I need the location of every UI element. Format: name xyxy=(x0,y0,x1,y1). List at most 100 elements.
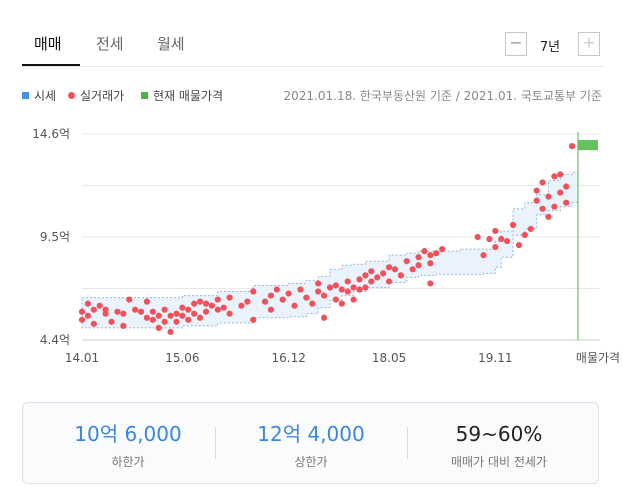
transaction-point xyxy=(320,292,328,299)
tab-divider xyxy=(22,66,603,67)
transaction-point xyxy=(356,276,363,283)
transaction-point xyxy=(226,294,233,301)
x-tick-label: 18.05 xyxy=(372,351,406,365)
transaction-point xyxy=(250,316,257,323)
transaction-point xyxy=(545,213,552,220)
transaction-point xyxy=(291,302,298,309)
jeonse-ratio-stat: 59~60% 매매가 대비 전세가 xyxy=(404,421,594,470)
transaction-point xyxy=(173,318,180,325)
transaction-point xyxy=(551,173,558,180)
x-tick-label: 14.01 xyxy=(65,351,99,365)
transaction-point xyxy=(350,284,357,291)
transaction-point xyxy=(427,280,434,287)
transaction-point xyxy=(250,288,257,295)
transaction-point xyxy=(96,302,103,309)
transaction-point xyxy=(114,308,121,315)
lower-price-label: 하한가 xyxy=(111,455,145,469)
transaction-point xyxy=(486,235,493,243)
transaction-point xyxy=(385,264,393,271)
transaction-point xyxy=(244,298,251,305)
transaction-point xyxy=(126,296,133,303)
period-decrease-button[interactable]: − xyxy=(505,32,527,56)
transaction-point xyxy=(533,197,540,204)
transaction-point xyxy=(84,312,92,319)
transaction-point xyxy=(415,254,422,261)
transaction-point xyxy=(568,143,576,150)
transaction-point xyxy=(315,280,322,287)
transaction-point xyxy=(267,306,275,313)
transaction-point xyxy=(185,316,192,323)
x-tick-label: 16.12 xyxy=(271,351,305,365)
tab-monthly-rent[interactable]: 월세 xyxy=(157,35,185,53)
transaction-point xyxy=(533,187,540,194)
transaction-point xyxy=(563,199,570,206)
transaction-point xyxy=(433,250,440,257)
lower-price-value: 10억 6,000 xyxy=(74,422,182,446)
summary-divider xyxy=(215,427,216,459)
transaction-point xyxy=(214,306,221,313)
data-source-note: 2021.01.18. 한국부동산원 기준 / 2021.01. 국토교통부 기… xyxy=(283,89,603,103)
transaction-point xyxy=(539,179,546,186)
tab-jeonse[interactable]: 전세 xyxy=(96,35,124,53)
summary-divider xyxy=(407,427,408,459)
transaction-point xyxy=(185,306,192,313)
transaction-point xyxy=(557,189,564,196)
transaction-point xyxy=(344,278,351,285)
period-increase-button[interactable]: + xyxy=(578,32,600,56)
transaction-point xyxy=(551,203,558,210)
transaction-point xyxy=(220,304,227,311)
transaction-point xyxy=(315,288,322,295)
transaction-point xyxy=(521,231,528,239)
legend-market-price: 시세 xyxy=(22,87,56,103)
transaction-point xyxy=(179,304,186,311)
legend-label: 현재 매물가격 xyxy=(153,88,224,103)
x-tick-label: 15.06 xyxy=(165,351,199,365)
transaction-point xyxy=(161,306,168,313)
transaction-point xyxy=(132,306,139,313)
legend-label: 시세 xyxy=(34,88,57,103)
transaction-point xyxy=(297,286,304,293)
transaction-point xyxy=(427,252,434,259)
transaction-point xyxy=(415,262,422,269)
transaction-point xyxy=(350,296,357,303)
transaction-point xyxy=(563,183,570,190)
price-chart: 14.6억 9.5억 4.4억 14.01 15.06 16.12 18.05 19.11 매물… xyxy=(32,127,620,365)
transaction-point xyxy=(332,282,340,289)
transaction-point xyxy=(539,205,546,212)
transaction-point xyxy=(84,300,92,307)
price-summary-box: 10억 6,000 하한가 12억 4,000 상한가 59~60% 매매가 대… xyxy=(22,402,599,484)
upper-price-stat: 12억 4,000 상한가 xyxy=(216,421,406,470)
transaction-point xyxy=(143,314,151,321)
transaction-point xyxy=(326,284,334,291)
transaction-point xyxy=(338,286,345,293)
transaction-point xyxy=(238,302,245,309)
market-price-swatch xyxy=(22,91,29,99)
transaction-point xyxy=(421,248,428,255)
transaction-point xyxy=(208,302,216,309)
transaction-point xyxy=(273,286,280,293)
transaction-point xyxy=(155,312,162,319)
transaction-point xyxy=(149,308,156,315)
period-value: 7년 xyxy=(539,40,561,55)
transaction-point xyxy=(120,310,127,317)
transaction-point xyxy=(173,310,180,317)
transaction-point xyxy=(309,300,316,307)
transaction-point xyxy=(480,252,487,259)
transaction-point xyxy=(427,260,434,267)
transaction-point xyxy=(492,227,499,235)
transaction-point xyxy=(285,290,292,297)
transaction-point xyxy=(409,266,416,273)
transaction-point xyxy=(179,312,186,319)
transaction-point xyxy=(149,316,156,323)
transaction-point xyxy=(267,292,275,299)
transaction-point xyxy=(279,296,286,303)
transaction-point xyxy=(385,278,393,285)
legend-current-listing: 현재 매물가격 xyxy=(141,87,223,103)
transaction-point xyxy=(167,328,174,336)
y-tick-label: 9.5억 xyxy=(40,230,70,244)
transaction-point xyxy=(261,298,269,305)
transaction-point xyxy=(78,308,86,315)
tab-sale[interactable]: 매매 xyxy=(34,35,62,53)
transaction-point xyxy=(439,246,446,253)
